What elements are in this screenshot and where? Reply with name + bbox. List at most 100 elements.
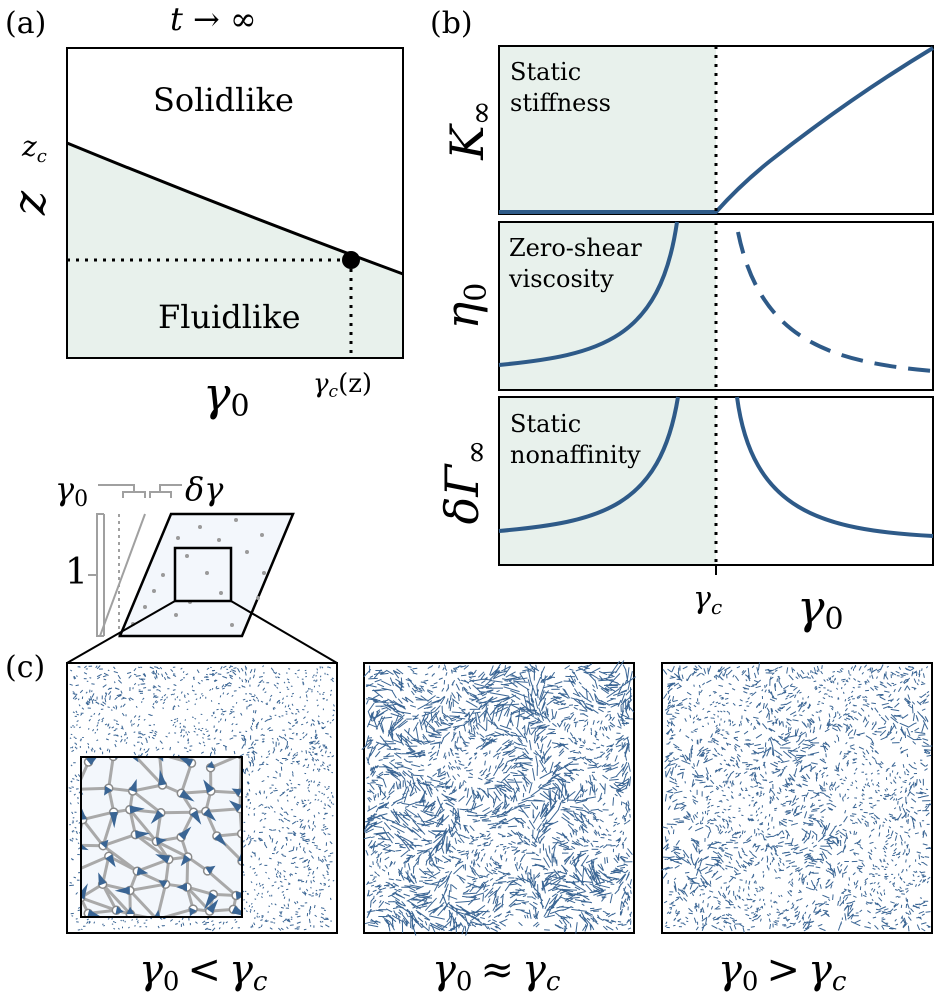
displacement-arrow	[105, 854, 116, 868]
inset-network	[82, 758, 241, 916]
displacement-arrow	[98, 872, 107, 886]
displacement-arrow	[176, 883, 187, 892]
viscosity-plot: Zero-shear viscosity η0	[435, 221, 934, 391]
displacement-arrow	[206, 761, 215, 769]
gamma-c-tick-label: γc	[693, 581, 722, 619]
caption-near-critical: γ0 ≈ γc	[432, 947, 561, 997]
nonaffinity-text-2: nonaffinity	[510, 441, 641, 469]
nonaffinity-fluid-shade	[499, 397, 716, 565]
displacement-arrow	[129, 805, 145, 814]
zoom-square	[173, 546, 233, 603]
phase-diagram: Solidlike Fluidlike z zc γ0 γc(z)	[2, 47, 404, 424]
phase-diagram-frame	[66, 47, 404, 359]
gamma0-axis-label-a: γ0	[203, 367, 250, 424]
displacement-arrow	[109, 811, 118, 829]
displacement-vectors	[68, 665, 336, 932]
displacement-arrow	[104, 786, 113, 796]
displacement-arrow	[82, 792, 84, 795]
displacement-arrow	[190, 810, 202, 825]
nonaffinity-ylabel: δΓ∞	[435, 440, 494, 525]
vector-field-3-arrows	[661, 662, 933, 933]
stiffness-fluid-shade	[499, 46, 716, 214]
displacement-arrow	[132, 758, 139, 763]
vector-field-1-arrows	[68, 665, 336, 932]
displacement-arrow	[155, 854, 171, 864]
panel-b-label: (b)	[430, 6, 473, 41]
solidlike-label: Solidlike	[153, 81, 294, 119]
zoom-line-right	[230, 600, 338, 664]
displacement-arrow	[126, 906, 135, 915]
displacement-arrow	[150, 810, 164, 824]
displacement-arrow	[179, 789, 195, 802]
gamma-c-z-tick-label: γc(z)	[313, 369, 372, 402]
displacement-arrow	[178, 826, 192, 840]
network-node	[236, 829, 241, 839]
displacement-arrow	[82, 883, 88, 900]
nonaffinity-text-1: Static	[510, 410, 581, 438]
displacement-arrow	[114, 886, 130, 895]
vector-field-panel-2	[361, 660, 636, 936]
network-node	[108, 758, 118, 762]
viscosity-text-1: Zero-shear	[509, 234, 642, 262]
displacement-arrow	[155, 837, 167, 846]
vector-field-2-arrows	[361, 660, 636, 936]
displacement-arrow	[114, 758, 117, 760]
nonaffinity-curve-right	[735, 396, 934, 538]
displacement-arrow	[238, 853, 241, 862]
displacement-arrow	[205, 865, 216, 875]
nonaffinity-plot: Static nonaffinity δΓ∞	[435, 396, 934, 566]
displacement-arrow	[203, 779, 215, 794]
displacement-arrow	[82, 844, 89, 851]
schematic-gamma0-label: γ0	[55, 470, 88, 512]
stiffness-plot: Static stiffness K∞	[440, 45, 935, 215]
viscosity-text-2: viscosity	[508, 265, 614, 293]
displacement-arrow	[158, 758, 164, 762]
network-bonds	[82, 758, 241, 916]
displacement-arrow	[158, 880, 168, 888]
stiffness-curve	[499, 46, 935, 214]
dgamma-bracket	[149, 484, 182, 498]
displacement-arrow	[180, 854, 191, 867]
stiffness-text-2: stiffness	[510, 89, 611, 117]
panel-c-label: (c)	[5, 650, 45, 685]
displacement-arrow	[229, 800, 241, 812]
vector-field-panel-3	[661, 662, 933, 934]
displacement-vectors	[661, 662, 933, 933]
panel-a-label: (a)	[5, 6, 46, 41]
zoom-line-left	[66, 600, 176, 664]
viscosity-curve-left	[498, 221, 679, 367]
displacement-arrow	[235, 891, 241, 900]
displacement-arrow	[86, 758, 97, 766]
viscosity-ylabel: η0	[435, 283, 494, 330]
displacement-arrow	[158, 769, 167, 786]
sheared-parallelogram	[118, 512, 295, 638]
stiffness-ylabel: K∞	[440, 100, 499, 160]
displacement-arrow	[189, 907, 197, 916]
displacement-arrow	[214, 833, 227, 847]
displacement-arrow	[128, 778, 137, 793]
displacement-arrow	[179, 758, 194, 767]
gamma0-bracket	[98, 484, 146, 498]
fluidlike-region	[67, 143, 403, 358]
gamma0-axis-label-b: γ0	[797, 580, 844, 637]
schematic-dgamma-label: δγ	[185, 470, 224, 508]
displacement-vectors	[361, 660, 636, 936]
panel-a-title: t → ∞	[170, 0, 257, 38]
displacement-arrow	[100, 839, 109, 849]
shear-schematic: γ0 δγ 1	[55, 470, 338, 664]
one-bracket	[88, 513, 104, 637]
vector-field-panel-1	[66, 662, 338, 934]
network-node	[237, 758, 241, 760]
network-inset	[80, 756, 243, 918]
z-axis-label: z	[2, 190, 56, 216]
displacement-arrow	[115, 906, 124, 915]
displacement-arrow	[204, 892, 217, 910]
displacement-arrow	[231, 905, 241, 916]
displacement-arrow	[206, 899, 219, 914]
displacement-arrow	[82, 808, 87, 820]
displacement-arrow	[135, 830, 150, 839]
stiffness-text-1: Static	[510, 58, 581, 86]
nonaffinity-curve-left	[498, 396, 680, 533]
schematic-one-label: 1	[65, 552, 88, 593]
